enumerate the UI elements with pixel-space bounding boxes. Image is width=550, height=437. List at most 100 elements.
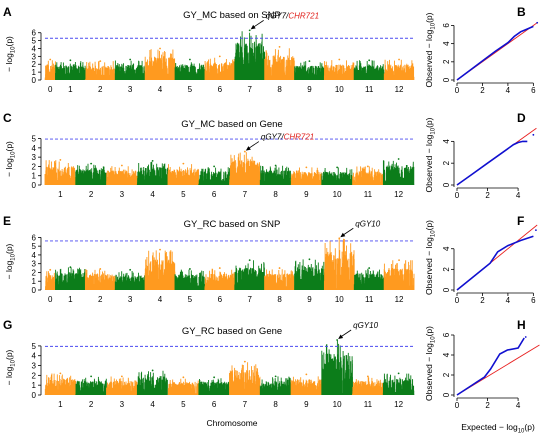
qq-y-axis-label: Observed − log10(p) (424, 220, 437, 295)
chromosome-5-points (174, 62, 206, 80)
qq-observed-series (456, 235, 534, 291)
qq-y-tick-text: 0 (442, 182, 451, 187)
chromosome-11-peak (366, 165, 369, 168)
panel-letter: C (3, 111, 12, 125)
chromosome-6-peak (218, 55, 221, 58)
x-tick-label: 4 (150, 400, 155, 409)
annotation-label: qGY10 (353, 321, 378, 330)
chromosome-9-peak (305, 373, 308, 376)
y-tick-label: 5 (32, 135, 37, 144)
chromosome-0-peak (49, 268, 52, 271)
qq-y-tick-label: 0 (442, 182, 451, 187)
x-tick-label: 11 (364, 190, 373, 199)
panel-title: GY_MC based on Gene (181, 119, 282, 130)
x-tick-label: 12 (394, 400, 403, 409)
x-tick-label: 9 (307, 295, 312, 304)
qq-y-tick-label: 2 (442, 59, 451, 64)
qq-outlier-point (524, 336, 527, 338)
panel-letter: A (3, 5, 12, 19)
qq-y-tick-label: 4 (442, 246, 451, 251)
chromosome-7-peak (248, 259, 251, 262)
qq-outlier-point (536, 21, 539, 24)
x-tick-label: 3 (120, 400, 125, 409)
qq-x-axis-label: Expected − log10(p) (461, 422, 535, 435)
x-tick-label: 3 (128, 85, 133, 94)
qq-y-axis-label: Observed − log10(p) (424, 12, 437, 87)
qq-x-tick-label: 6 (531, 86, 536, 95)
qq-y-tick-text: 6 (442, 332, 451, 337)
chromosome-11-points (352, 376, 384, 395)
qq-y-tick-text: 4 (442, 139, 451, 144)
y-tick-label: 1 (32, 68, 37, 77)
panel-letter: G (3, 318, 12, 332)
chromosome-6-points (198, 378, 230, 395)
panel-title: GY_RC based on Gene (182, 326, 282, 337)
qq-y-axis-label-text: Observed − log10(p) (424, 326, 437, 401)
qq-y-tick-label: 0 (442, 77, 451, 82)
chromosome-5-points (174, 269, 206, 290)
qq-x-tick-label: 2 (480, 86, 485, 95)
qq-x-tick-label: 2 (480, 296, 485, 305)
chromosome-3-points (106, 166, 138, 185)
qq-panel-B: B 0 2 4 6 0 2 4 6 Observed − log10(p) (424, 5, 539, 95)
annotation-arrowhead (338, 334, 344, 339)
qq-x-tick-label: 4 (506, 86, 511, 95)
y-tick-label: 0 (32, 286, 37, 295)
x-tick-label: 7 (247, 85, 252, 94)
chromosome-7-points (234, 31, 266, 80)
x-tick-label: 5 (181, 400, 186, 409)
qq-y-tick-label: 0 (442, 287, 451, 292)
y-tick-label: 4 (32, 144, 37, 153)
y-tick-label: 4 (32, 352, 37, 361)
chromosome-11-peak (368, 59, 371, 62)
chromosome-9-points (294, 259, 325, 290)
x-tick-label: 11 (365, 85, 374, 94)
annotation-label: qGY7/CHR721 (261, 133, 314, 142)
chromosome-9-peak (308, 60, 311, 62)
y-tick-label: 0 (32, 391, 37, 400)
chromosome-2-peak (99, 60, 102, 62)
chromosome-12-peak (398, 259, 400, 262)
qq-x-tick-label: 0 (455, 296, 460, 305)
qq-y-tick-text: 4 (442, 246, 451, 251)
x-tick-label: 12 (395, 295, 404, 304)
chromosome-10-points (323, 238, 355, 290)
chromosome-6-peak (218, 267, 221, 269)
chromosome-10-peak (338, 237, 341, 240)
x-tick-label: 6 (218, 295, 223, 304)
qq-observed-series (456, 25, 534, 81)
chromosome-8-points (259, 165, 292, 185)
chromosome-0-points (44, 271, 56, 290)
y-tick-label: 3 (32, 362, 37, 371)
chromosome-12-points (382, 160, 415, 185)
chromosome-8-peak (274, 164, 277, 167)
chromosome-12-points (383, 59, 415, 80)
chromosome-12-peak (398, 58, 400, 61)
qq-x-tick-label: 4 (506, 296, 511, 305)
chromosome-1-peak (69, 266, 72, 269)
y-tick-label: 0 (32, 181, 37, 190)
y-axis-label-text: − log10(p) (4, 141, 17, 177)
x-tick-label: 4 (158, 85, 163, 94)
x-tick-label: 2 (89, 400, 94, 409)
x-tick-label: 0 (48, 295, 53, 304)
chromosome-1-peak (59, 159, 62, 161)
chromosome-10-peak (336, 339, 339, 341)
x-tick-label: 9 (307, 85, 312, 94)
x-tick-label: 10 (335, 85, 344, 94)
chromosome-8-peak (274, 375, 277, 378)
y-axis-label: − log10(p) (4, 243, 17, 279)
qq-y-tick-text: 2 (442, 160, 451, 165)
qq-y-axis-label-text: Observed − log10(p) (424, 117, 437, 192)
chromosome-3-peak (120, 164, 123, 167)
qq-y-tick-label: 0 (442, 392, 451, 397)
qq-observed-series (456, 140, 528, 186)
chromosome-7-points (229, 362, 261, 395)
panel-title: GY_RC based on SNP (184, 219, 281, 230)
chromosome-11-points (353, 60, 385, 80)
chromosome-7-peak (243, 150, 246, 153)
qq-y-tick-label: 2 (442, 267, 451, 272)
x-tick-label: 10 (333, 190, 342, 199)
chromosome-7-points (234, 260, 265, 290)
